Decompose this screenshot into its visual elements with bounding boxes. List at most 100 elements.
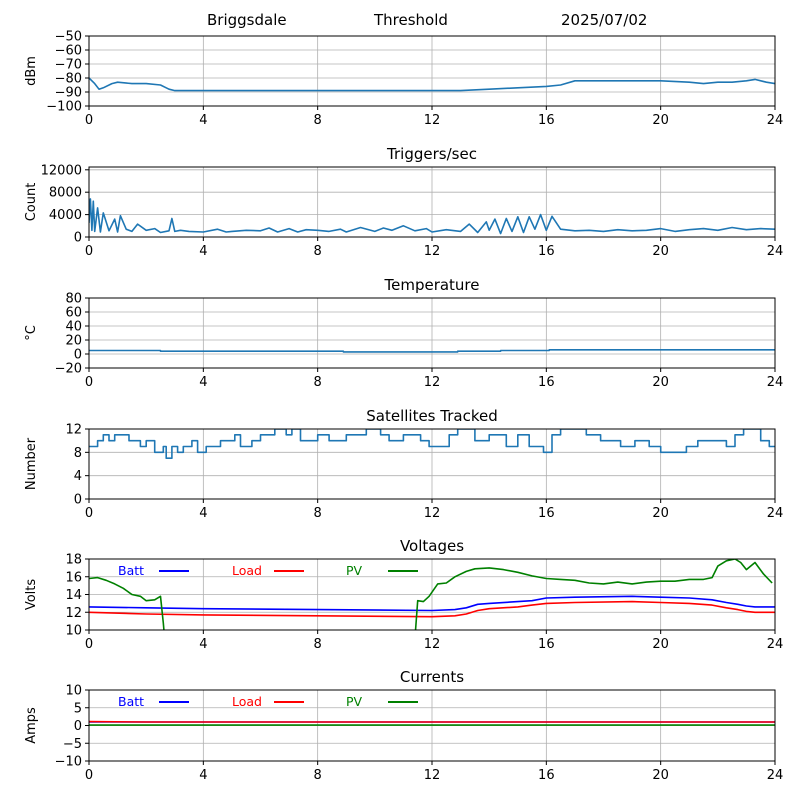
y-tick-label: 8 — [74, 446, 82, 461]
y-tick-label: 14 — [65, 588, 82, 603]
y-axis-label: Volts — [24, 579, 39, 611]
series-line-triggers — [89, 198, 775, 235]
x-tick-label: 12 — [424, 768, 441, 783]
x-tick-label: 20 — [652, 637, 669, 652]
x-tick-label: 8 — [314, 375, 322, 390]
y-tick-label: −100 — [46, 100, 82, 115]
series-line-signal — [89, 77, 775, 92]
y-tick-label: 12000 — [41, 163, 82, 178]
x-tick-label: 4 — [199, 113, 207, 128]
legend-label-batt: Batt — [118, 694, 144, 709]
x-tick-label: 12 — [424, 113, 441, 128]
legend-label-pv: PV — [346, 563, 363, 578]
y-tick-label: 40 — [65, 320, 82, 335]
y-tick-label: −70 — [55, 58, 82, 73]
y-tick-label: −20 — [55, 362, 82, 377]
y-tick-label: 16 — [65, 570, 82, 585]
y-tick-label: 4 — [74, 469, 82, 484]
header-date: 2025/07/02 — [561, 11, 648, 29]
x-tick-label: 16 — [538, 113, 555, 128]
x-tick-label: 16 — [538, 375, 555, 390]
x-tick-label: 16 — [538, 768, 555, 783]
panel-title: Voltages — [400, 537, 464, 555]
x-tick-label: 24 — [767, 375, 784, 390]
series-line-satellites — [89, 429, 775, 460]
legend-label-batt: Batt — [118, 563, 144, 578]
y-tick-label: −50 — [55, 30, 82, 45]
x-tick-label: 16 — [538, 244, 555, 259]
panel-title: Triggers/sec — [386, 145, 477, 163]
legend-label-load: Load — [232, 563, 262, 578]
x-tick-label: 12 — [424, 506, 441, 521]
y-tick-label: 18 — [65, 553, 82, 568]
x-tick-label: 12 — [424, 244, 441, 259]
x-tick-label: 24 — [767, 113, 784, 128]
x-tick-label: 24 — [767, 506, 784, 521]
y-tick-label: 12 — [65, 423, 82, 438]
panel-title: Satellites Tracked — [366, 407, 497, 425]
y-tick-label: −10 — [55, 755, 82, 770]
x-tick-label: 0 — [85, 375, 93, 390]
y-tick-label: 8000 — [49, 186, 82, 201]
x-tick-label: 4 — [199, 768, 207, 783]
panel-signal: 0 4 8 12 16 20 24 −100−90−80−70−60−50 dBm — [24, 30, 783, 129]
y-tick-label: 0 — [74, 348, 82, 363]
panel-voltages: Batt Load PV 0 4 8 12 16 20 24 10 12 14 16 18 Voltages V… — [24, 537, 783, 652]
y-tick-label: 0 — [74, 231, 82, 246]
x-tick-label: 20 — [652, 244, 669, 259]
panel-title: Temperature — [383, 276, 479, 294]
x-tick-label: 4 — [199, 637, 207, 652]
x-tick-label: 20 — [652, 375, 669, 390]
y-axis-label: Number — [24, 437, 39, 490]
legend-label-load: Load — [232, 694, 262, 709]
x-tick-label: 12 — [424, 637, 441, 652]
x-tick-label: 4 — [199, 375, 207, 390]
panel-currents: Batt Load PV 0 4 8 12 16 20 24 −10 −5 0 5 10 Currents Am… — [24, 668, 783, 783]
y-tick-label: 5 — [74, 701, 82, 716]
y-axis-label: Amps — [24, 707, 39, 744]
x-tick-label: 4 — [199, 244, 207, 259]
x-tick-label: 8 — [314, 637, 322, 652]
x-tick-label: 12 — [424, 375, 441, 390]
y-tick-label: −60 — [55, 44, 82, 59]
x-tick-label: 0 — [85, 637, 93, 652]
header-station: Briggsdale — [207, 11, 287, 29]
y-axis-label: dBm — [24, 56, 39, 86]
x-tick-label: 8 — [314, 244, 322, 259]
y-tick-label: −5 — [63, 737, 82, 752]
header-mode: Threshold — [374, 11, 448, 29]
y-axis-label: Count — [24, 183, 39, 222]
panel-triggers: 0 4 8 12 16 20 24 0 4000 8000 12000 Triggers/sec Cou… — [24, 145, 783, 259]
series-line-pv — [89, 559, 773, 630]
x-tick-label: 0 — [85, 113, 93, 128]
series-line-temperature — [89, 348, 775, 353]
x-tick-label: 20 — [652, 506, 669, 521]
x-tick-label: 24 — [767, 244, 784, 259]
x-tick-label: 0 — [85, 506, 93, 521]
x-tick-label: 20 — [652, 113, 669, 128]
x-tick-label: 8 — [314, 768, 322, 783]
y-tick-label: 10 — [65, 684, 82, 699]
x-tick-label: 8 — [314, 506, 322, 521]
x-tick-label: 20 — [652, 768, 669, 783]
y-tick-label: 4000 — [49, 208, 82, 223]
x-tick-label: 16 — [538, 637, 555, 652]
x-tick-label: 4 — [199, 506, 207, 521]
panel-satellites: 0 4 8 12 16 20 24 0 4 8 12 Satellites Tracked Number — [24, 407, 783, 521]
x-tick-label: 0 — [85, 244, 93, 259]
y-tick-label: 80 — [65, 292, 82, 307]
x-tick-label: 0 — [85, 768, 93, 783]
y-axis-label: °C — [24, 325, 39, 341]
y-tick-label: 0 — [74, 719, 82, 734]
y-tick-label: −80 — [55, 72, 82, 87]
series-line-load — [89, 600, 775, 618]
x-tick-label: 24 — [767, 637, 784, 652]
y-tick-label: 0 — [74, 493, 82, 508]
x-tick-label: 16 — [538, 506, 555, 521]
y-tick-label: 20 — [65, 334, 82, 349]
y-tick-label: 60 — [65, 306, 82, 321]
x-tick-label: 24 — [767, 768, 784, 783]
legend-label-pv: PV — [346, 694, 363, 709]
